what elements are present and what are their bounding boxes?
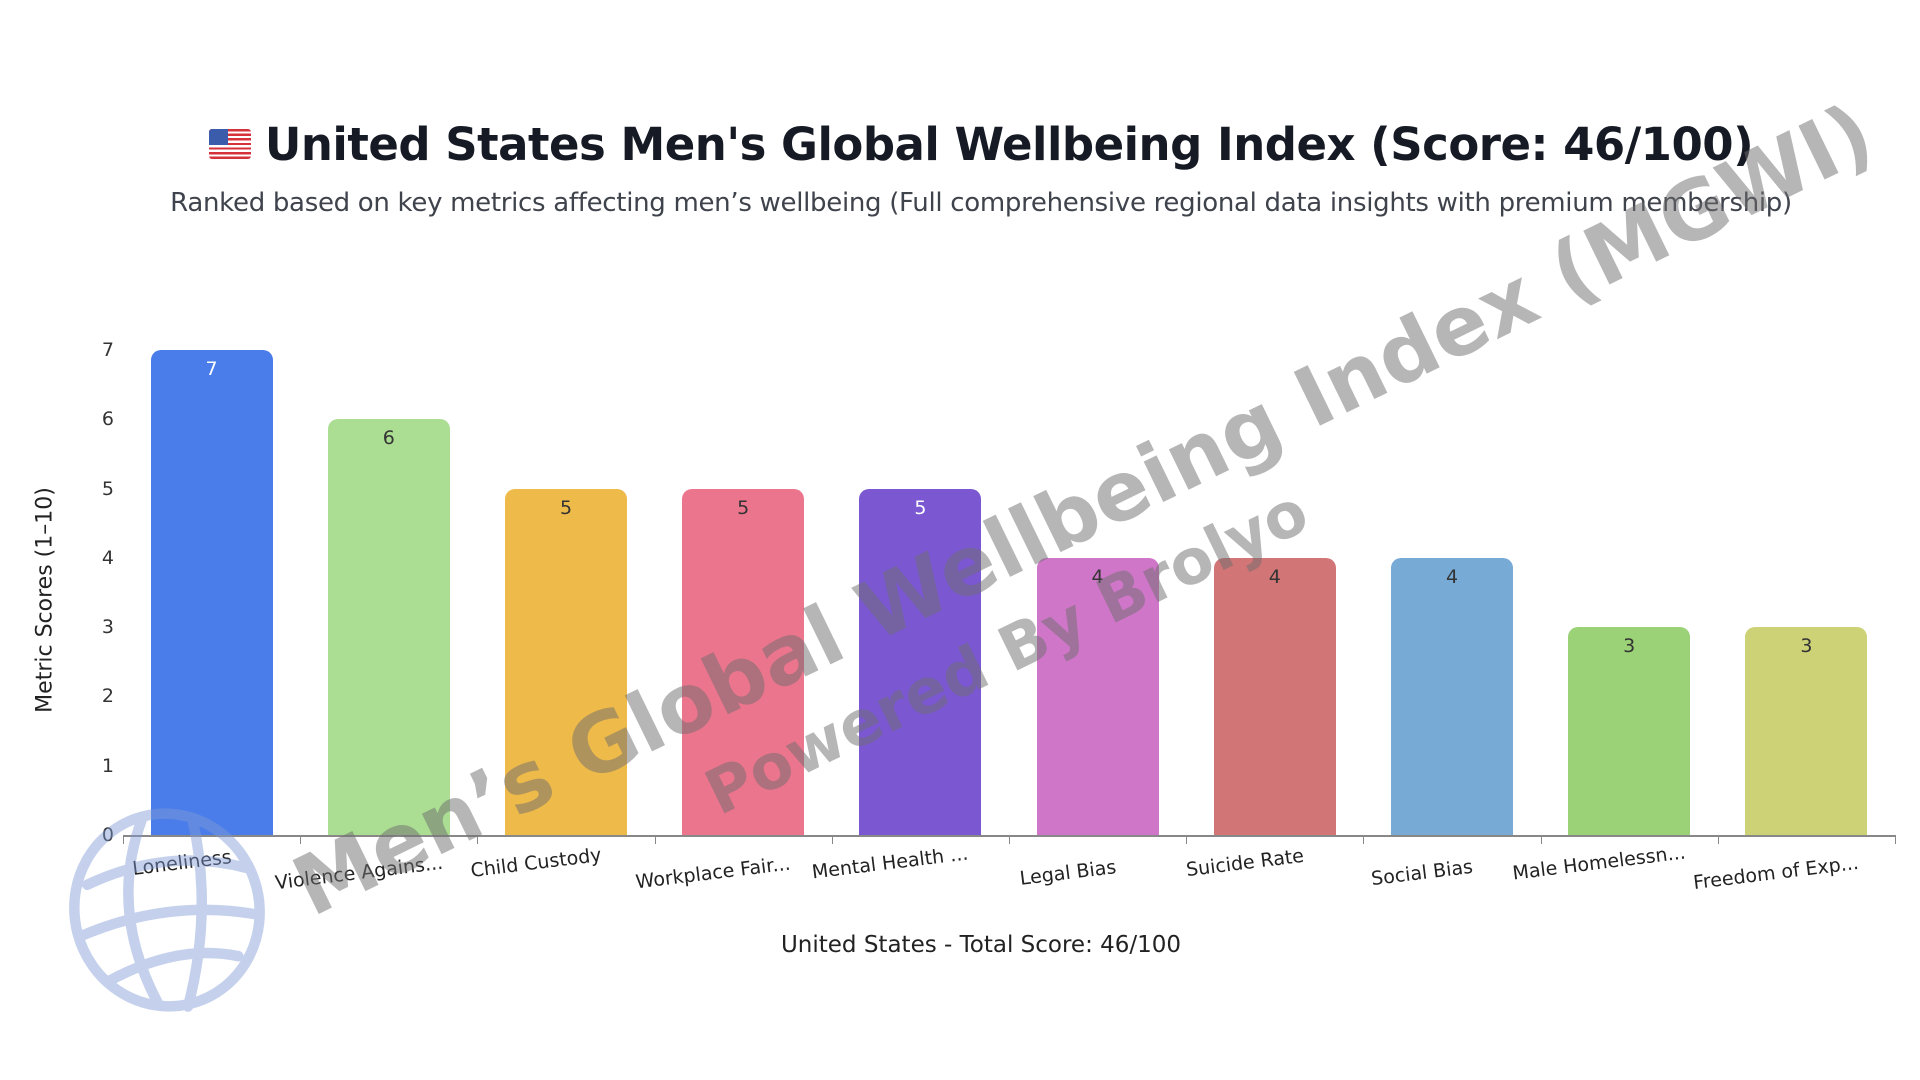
bar-value-label: 3: [1623, 635, 1636, 658]
y-tick-label: 2: [101, 685, 114, 708]
bar-value-label: 5: [559, 496, 573, 519]
y-tick-label: 7: [101, 339, 114, 361]
y-tick-label: 3: [101, 616, 114, 639]
bar-value-label: 5: [914, 496, 927, 519]
bar-value-label: 4: [1445, 565, 1459, 588]
y-tick-label: 5: [101, 477, 114, 500]
y-tick-label: 4: [101, 546, 114, 569]
x-category-label: Mental Health ...: [811, 842, 970, 884]
bar-value-label: 5: [737, 496, 750, 519]
x-axis-title: United States - Total Score: 46/100: [780, 932, 1182, 958]
bar-value-label: 4: [1268, 565, 1281, 588]
bar[interactable]: 4: [1036, 557, 1159, 835]
y-axis-label: Metric Scores (1–10): [32, 487, 58, 713]
x-category-label: Violence Agains...: [273, 851, 444, 895]
bar[interactable]: 5: [682, 488, 805, 835]
globe-icon: [69, 808, 265, 1012]
x-tick: [123, 835, 124, 844]
x-category-label: Child Custody: [469, 844, 603, 882]
x-tick: [1009, 835, 1010, 844]
chart-title: United States Men's Global Wellbeing Ind…: [0, 118, 1920, 171]
x-tick: [1895, 835, 1896, 844]
x-category-label: Workplace Fair...: [634, 852, 792, 894]
x-category-label: Freedom of Exp...: [1692, 851, 1861, 895]
bar-value-label: 3: [1800, 635, 1813, 658]
y-tick-label: 6: [101, 408, 114, 431]
x-category-label: Social Bias: [1369, 855, 1475, 891]
x-tick: [300, 835, 302, 844]
bar[interactable]: 5: [859, 488, 982, 835]
x-tick: [1363, 835, 1365, 844]
x-tick: [654, 835, 656, 844]
bar[interactable]: 4: [1391, 557, 1513, 835]
plot-area: 7 6 5 5 5 4 4 4 3 3: [123, 300, 1895, 835]
x-tick: [1540, 835, 1542, 844]
x-category-label: Suicide Rate: [1184, 844, 1305, 882]
x-tick: [477, 835, 479, 844]
x-tick: [1186, 835, 1188, 844]
us-flag-icon: [208, 129, 251, 159]
x-category-label: Legal Bias: [1018, 856, 1117, 890]
bar[interactable]: 3: [1745, 627, 1868, 835]
x-tick: [831, 835, 833, 844]
bar[interactable]: 7: [150, 350, 273, 835]
y-tick-label: 0: [101, 824, 114, 846]
bar[interactable]: 4: [1213, 557, 1336, 835]
bar[interactable]: 3: [1568, 627, 1691, 835]
x-category-label: Male Homelessn...: [1511, 841, 1687, 885]
bar[interactable]: 5: [505, 488, 627, 835]
y-tick-label: 1: [101, 754, 114, 777]
chart-subtitle: Ranked based on key metrics affecting me…: [170, 188, 1792, 218]
bar-value-label: 4: [1091, 565, 1104, 588]
bar-value-label: 6: [382, 427, 395, 450]
bar-value-label: 7: [205, 358, 218, 380]
bar[interactable]: 6: [327, 419, 450, 835]
x-tick: [1717, 835, 1719, 844]
chart-title-text: United States Men's Global Wellbeing Ind…: [264, 118, 1754, 171]
